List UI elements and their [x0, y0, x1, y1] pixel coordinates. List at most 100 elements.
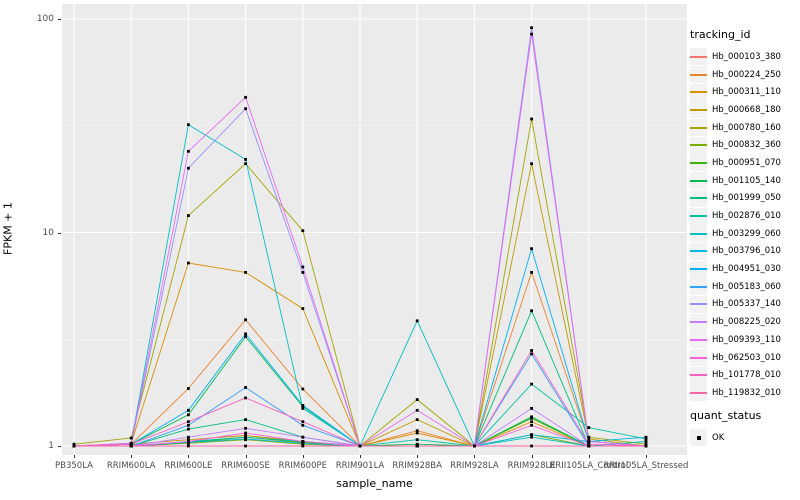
legend-item-label: Hb_005337_140 [712, 299, 781, 310]
legend-item-label: Hb_001105_140 [712, 175, 781, 186]
data-point [644, 444, 648, 448]
data-point [244, 396, 247, 400]
legend-key-line [690, 108, 707, 111]
legend-key [690, 366, 707, 384]
data-point [244, 434, 247, 437]
x-tick-mark [188, 455, 190, 458]
data-point [244, 318, 247, 322]
data-point [415, 418, 419, 421]
legend-key [690, 189, 707, 207]
legend-item-Hb_119832_010: Hb_119832_010 [690, 384, 798, 402]
legend-key-line [690, 73, 707, 76]
data-point [244, 107, 247, 111]
x-tick-label: RRII105LA_Stressed [603, 461, 689, 471]
x-tick-label: RRIM600LE [164, 461, 213, 471]
legend-key-line [690, 356, 707, 359]
legend-title-quant-status: quant_status [690, 408, 762, 422]
data-point [244, 431, 247, 435]
plot-panel [62, 4, 687, 455]
data-point [415, 438, 419, 442]
data-point [244, 271, 247, 274]
data-point [587, 440, 591, 443]
legend-key [690, 349, 707, 367]
y-tick-mark [58, 19, 61, 20]
data-point [244, 158, 247, 161]
x-tick-mark [588, 455, 590, 458]
x-tick-mark [417, 455, 419, 458]
legend-item-Hb_062503_010: Hb_062503_010 [690, 349, 798, 367]
data-point [415, 442, 419, 446]
y-tick-label: 100 [36, 14, 54, 24]
legend-item-label: OK [712, 432, 725, 443]
data-point [301, 423, 305, 427]
x-tick-label: RRIM600LA [106, 461, 156, 471]
legend-quant-items: OK [690, 429, 798, 447]
legend-key [690, 242, 707, 260]
legend-item-label: Hb_062503_010 [712, 352, 781, 363]
legend-key [690, 331, 707, 349]
x-tick-mark [131, 455, 133, 458]
legend-item-label: Hb_003299_060 [712, 228, 781, 239]
data-point [415, 398, 419, 401]
x-tick-label: RRII105LA_Control [549, 461, 629, 471]
legend: tracking_id Hb_000103_380 Hb_000224_250 Hb… [690, 28, 798, 447]
legend-item-Hb_005183_060: Hb_005183_060 [690, 278, 798, 296]
x-tick-mark [646, 455, 647, 458]
x-tick-mark [302, 455, 304, 458]
data-point [301, 307, 305, 310]
legend-item-label: Hb_000780_160 [712, 122, 781, 133]
data-point [530, 423, 533, 427]
legend-key [690, 101, 707, 119]
data-point [301, 444, 305, 448]
data-point [244, 426, 247, 430]
legend-key [690, 225, 707, 243]
legend-key [690, 154, 707, 172]
x-tick-mark [74, 455, 75, 458]
data-point [187, 413, 190, 417]
data-point [129, 442, 133, 446]
data-point [587, 442, 591, 446]
data-point [587, 435, 591, 439]
data-point [187, 166, 190, 170]
data-point [187, 214, 190, 217]
legend-key [690, 172, 707, 190]
legend-item-Hb_009393_110: Hb_009393_110 [690, 331, 798, 349]
chart-canvas [62, 4, 687, 455]
data-point [530, 26, 533, 30]
x-tick-label: RRIM600SE [221, 461, 270, 471]
legend-key [690, 83, 707, 101]
legend-key [690, 295, 707, 313]
data-point [530, 309, 533, 313]
legend-item-label: Hb_001999_050 [712, 193, 781, 204]
legend-key-line [690, 391, 707, 394]
legend-item-label: Hb_000951_070 [712, 157, 781, 168]
legend-item-Hb_003299_060: Hb_003299_060 [690, 225, 798, 243]
data-point [244, 162, 247, 166]
legend-key [690, 66, 707, 84]
data-point [530, 117, 533, 121]
legend-key-line [690, 232, 707, 235]
legend-items: Hb_000103_380 Hb_000224_250 Hb_000311_110 H… [690, 48, 798, 402]
x-tick-label: RRIM901LA [335, 461, 385, 471]
data-point [644, 442, 648, 446]
data-point [244, 418, 247, 421]
legend-key [690, 119, 707, 137]
data-point [187, 438, 190, 442]
data-point [187, 387, 190, 390]
legend-item-label: Hb_119832_010 [712, 387, 781, 398]
legend-item-label: Hb_002876_010 [712, 211, 781, 222]
x-tick-label: PB350LA [55, 461, 93, 471]
legend-item-Hb_001999_050: Hb_001999_050 [690, 189, 798, 208]
data-point [301, 404, 305, 407]
legend-item-Hb_000668_180: Hb_000668_180 [690, 101, 798, 119]
legend-item-label: Hb_008225_020 [712, 317, 781, 328]
legend-item-label: Hb_009393_110 [712, 334, 781, 345]
data-point [187, 149, 190, 153]
legend-key-line [690, 250, 707, 253]
legend-item-Hb_003796_010: Hb_003796_010 [690, 242, 798, 261]
legend-key-line [690, 303, 707, 306]
legend-key-line [690, 126, 707, 129]
data-point [301, 407, 305, 410]
legend-key [690, 278, 707, 296]
legend-item-Hb_004951_030: Hb_004951_030 [690, 260, 798, 278]
